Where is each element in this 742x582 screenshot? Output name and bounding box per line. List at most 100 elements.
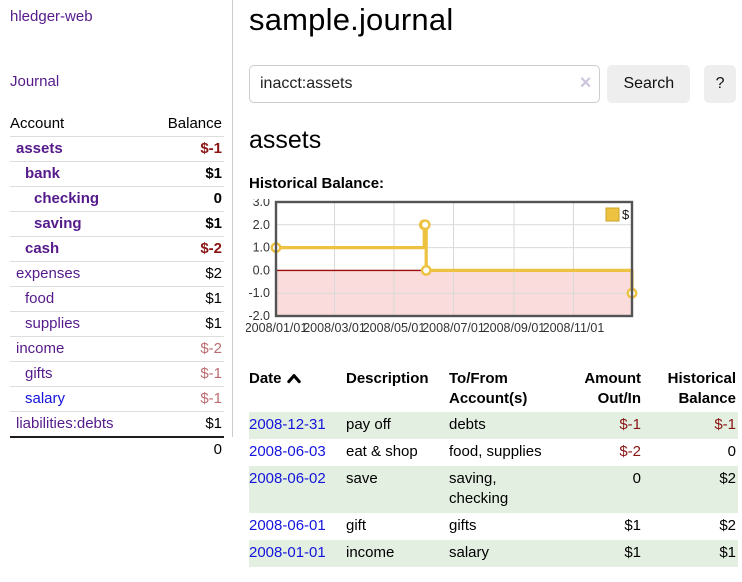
brand-link[interactable]: hledger-web (10, 8, 93, 25)
account-row: liabilities:debts $1 (10, 411, 224, 438)
account-row: checking 0 (10, 186, 224, 212)
accounts-total-value: 0 (213, 441, 222, 458)
account-balance: $1 (205, 315, 222, 332)
search-button[interactable]: Search (607, 65, 691, 103)
register-col-description: Description (346, 370, 429, 387)
account-row: cash $-2 (10, 236, 224, 262)
account-link[interactable]: cash (25, 240, 60, 257)
register-description-cell: eat & shop (346, 443, 418, 460)
register-balance-cell: $-1 (651, 412, 738, 439)
accounts-header-account: Account (10, 115, 65, 132)
register-row: 2008-06-03 eat & shop food, supplies $-2 0 (249, 439, 738, 466)
accounts-total-row: 0 (10, 437, 224, 462)
account-balance: $-1 (200, 390, 222, 407)
register-balance-cell: $2 (651, 513, 738, 540)
account-row: expenses $2 (10, 261, 224, 287)
account-link[interactable]: expenses (16, 265, 81, 282)
accounts-header-row: Account Balance (10, 112, 224, 137)
register-description-cell: save (346, 470, 378, 487)
balance-value: $1 (719, 544, 736, 561)
account-link[interactable]: gifts (25, 365, 53, 382)
search-input[interactable] (249, 65, 601, 103)
account-link[interactable]: supplies (25, 315, 81, 332)
register-col-amount: Amount Out/In (584, 370, 641, 407)
y-tick-label: 3.0 (253, 199, 270, 209)
register-balance-cell: $2 (651, 466, 738, 513)
search-bar: × Search ? (249, 65, 736, 103)
data-point-marker (419, 219, 431, 231)
register-amount-cell: $-1 (581, 412, 651, 439)
register-row: 2008-01-01 income salary $1 $1 (249, 540, 738, 567)
transaction-date-link[interactable]: 2008-06-01 (249, 517, 326, 534)
y-tick-label: 0.0 (253, 263, 270, 277)
chart-svg: $3.0 2.0 1.0 0.0 -1.0 -2.02008/01/012008/03/0… (245, 195, 638, 335)
account-link[interactable]: saving (34, 215, 82, 232)
register-row: 2008-12-31 pay off debts $-1 $-1 (249, 412, 738, 439)
y-tick-label: -1.0 (248, 286, 270, 300)
clear-search-icon[interactable]: × (579, 72, 592, 95)
transaction-date-link[interactable]: 2008-01-01 (249, 544, 326, 561)
register-accounts-cell: salary (449, 544, 490, 561)
main-content: sample.journal × Search ? assets Histori… (234, 0, 742, 567)
register-accounts-cell: saving, checking (449, 470, 509, 507)
register-amount-cell: 0 (581, 466, 651, 513)
account-link[interactable]: liabilities:debts (16, 415, 114, 432)
legend-label: $ (622, 207, 630, 222)
account-balance: $-2 (200, 340, 222, 357)
register-date-cell: 2008-01-01 (249, 540, 346, 567)
balance-value: $2 (719, 470, 736, 487)
account-row: salary $-1 (10, 386, 224, 412)
transaction-date-link[interactable]: 2008-06-03 (249, 443, 326, 460)
amount-value: $1 (624, 517, 641, 534)
help-button[interactable]: ? (704, 65, 736, 103)
x-tick-label: 2008/11/01 (543, 321, 605, 335)
amount-value: $1 (624, 544, 641, 561)
account-title: assets (249, 126, 322, 154)
x-tick-label: 2008/03/01 (303, 321, 366, 335)
account-link[interactable]: income (16, 340, 65, 357)
register-amount-cell: $1 (581, 540, 651, 567)
historical-balance-chart[interactable]: $3.0 2.0 1.0 0.0 -1.0 -2.0 2008/01/01 2008/03/0… (245, 195, 736, 345)
account-balance: $-2 (200, 240, 222, 257)
account-row: food $1 (10, 286, 224, 312)
register-description-cell: gift (346, 517, 367, 534)
account-balance: $1 (205, 165, 222, 182)
register-description-cell: income (346, 544, 395, 561)
account-row: saving $1 (10, 211, 224, 237)
register-balance-cell: 0 (651, 439, 738, 466)
accounts-header-balance: Balance (167, 115, 222, 132)
x-tick-label: 2008/05/01 (363, 321, 426, 335)
register-accounts-cell: debts (449, 416, 486, 433)
account-row: bank $1 (10, 161, 224, 187)
register-date-cell: 2008-06-01 (249, 513, 346, 540)
register-row: 2008-06-02 save saving, checking 0 $2 (249, 466, 738, 513)
account-balance: $1 (205, 415, 222, 432)
account-link[interactable]: checking (34, 190, 100, 207)
register-col-date[interactable]: Date (249, 367, 346, 412)
account-row: assets $-1 (10, 136, 224, 162)
account-link[interactable]: food (25, 290, 55, 307)
search-input-wrap: × (249, 65, 601, 103)
register-balance-cell: $1 (651, 540, 738, 567)
amount-value: 0 (632, 470, 641, 487)
chart-title: Historical Balance: (249, 175, 385, 192)
amount-value: $-1 (619, 416, 641, 433)
register-date-cell: 2008-12-31 (249, 412, 346, 439)
account-link[interactable]: salary (25, 390, 66, 407)
transaction-date-link[interactable]: 2008-06-02 (249, 470, 326, 487)
account-link[interactable]: bank (25, 165, 61, 182)
register-date-cell: 2008-06-02 (249, 466, 346, 513)
account-link[interactable]: assets (16, 140, 63, 157)
account-balance: $2 (205, 265, 222, 282)
nav-journal-link[interactable]: Journal (10, 73, 60, 90)
x-tick-label: 2008/01/01 (246, 321, 307, 335)
register-col-balance: Historical Balance (667, 370, 736, 407)
account-row: income $-2 (10, 336, 224, 362)
accounts-table: Account Balance assets $-1 bank $1 checking 0… (10, 112, 224, 462)
sort-asc-icon (286, 374, 301, 384)
transaction-date-link[interactable]: 2008-12-31 (249, 416, 326, 433)
legend-swatch (605, 207, 620, 222)
balance-value: 0 (727, 443, 736, 460)
account-balance: $1 (205, 215, 222, 232)
account-row: supplies $1 (10, 311, 224, 337)
